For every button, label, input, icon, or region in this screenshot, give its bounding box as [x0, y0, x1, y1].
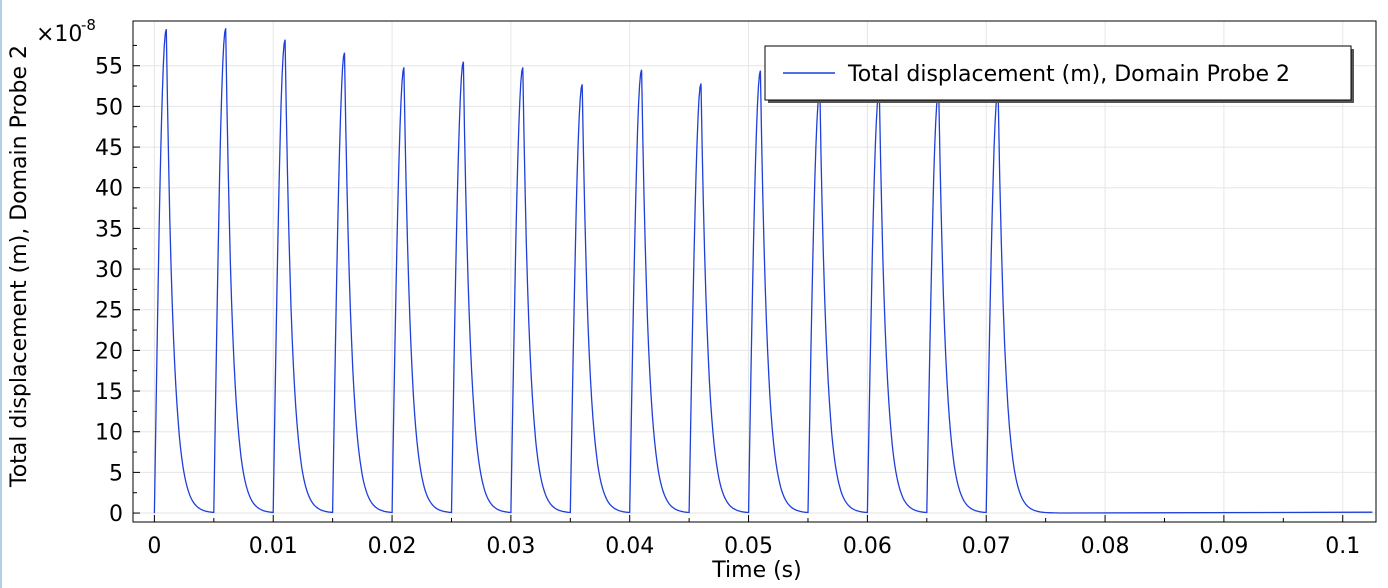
x-tick-label: 0.07 — [962, 534, 1011, 559]
y-tick-label: 10 — [95, 421, 123, 446]
y-tick-label: 15 — [95, 380, 123, 405]
y-tick-label: 30 — [95, 258, 123, 283]
y-tick-label: 55 — [95, 55, 123, 80]
y-multiplier-label: ×10 — [36, 22, 82, 47]
x-tick-label: 0.04 — [605, 534, 654, 559]
y-tick-label: 35 — [95, 217, 123, 242]
y-multiplier-exponent: -8 — [81, 16, 96, 34]
series-line-total-displacement — [153, 28, 1373, 514]
legend-label: Total displacement (m), Domain Probe 2 — [847, 62, 1290, 87]
y-tick-label: 20 — [95, 339, 123, 364]
x-tick-label: 0.08 — [1081, 534, 1130, 559]
y-tick-label: 5 — [109, 461, 123, 486]
series-layer — [153, 28, 1373, 514]
x-tick-label: 0.06 — [843, 534, 892, 559]
x-tick-label: 0.05 — [724, 534, 773, 559]
axis-ticks: 0 0.01 0.02 0.03 0.04 0.05 0.06 0.07 0.08 0.09 0.1… — [95, 44, 1360, 559]
legend: Total displacement (m), Domain Probe 2 — [764, 45, 1354, 103]
y-tick-label: 0 — [109, 502, 123, 527]
y-tick-label: 25 — [95, 299, 123, 324]
x-tick-label: 0 — [147, 534, 161, 559]
x-tick-label: 0.01 — [249, 534, 298, 559]
plot-area-frame — [132, 20, 1377, 523]
x-axis-title: Time (s) — [711, 558, 801, 583]
x-tick-label: 0.02 — [368, 534, 417, 559]
grid-lines — [133, 21, 1376, 522]
x-tick-label: 0.1 — [1325, 534, 1360, 559]
y-axis-title: Total displacement (m), Domain Probe 2 — [7, 45, 32, 488]
x-tick-label: 0.03 — [486, 534, 535, 559]
x-tick-label: 0.09 — [1199, 534, 1248, 559]
y-tick-label: 45 — [95, 136, 123, 161]
legend-box — [764, 45, 1352, 101]
y-tick-label: 40 — [95, 177, 123, 202]
y-tick-label: 50 — [95, 95, 123, 120]
